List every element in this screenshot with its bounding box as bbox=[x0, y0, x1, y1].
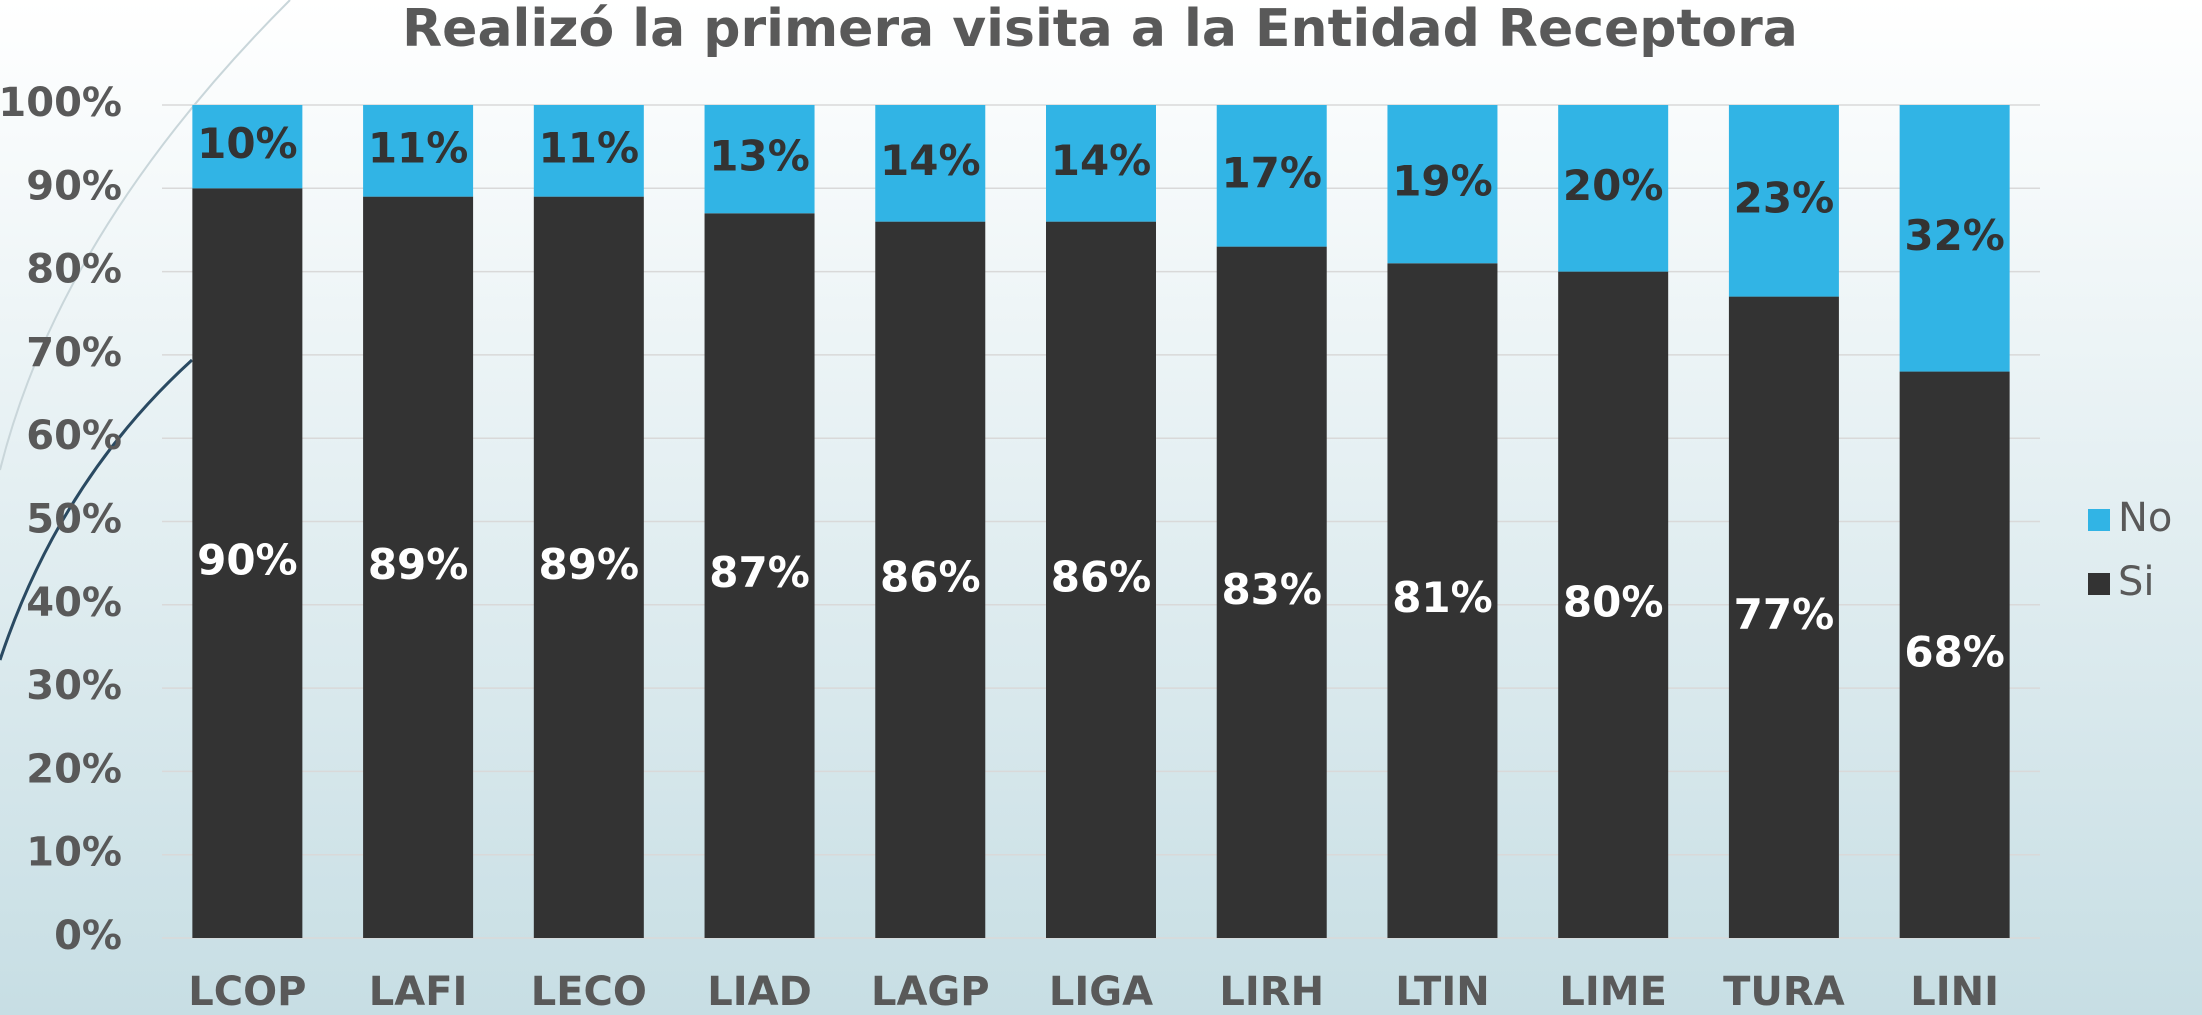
chart-title: Realizó la primera visita a la Entidad R… bbox=[402, 0, 1798, 59]
legend-swatch bbox=[2088, 573, 2110, 595]
bar-segment bbox=[1216, 105, 1327, 247]
decor-curve bbox=[0, 358, 194, 661]
bar-segment bbox=[1046, 105, 1156, 222]
x-tick-label: LIGA bbox=[1049, 969, 1153, 1015]
data-label: 23% bbox=[1734, 173, 1835, 222]
data-label: 11% bbox=[539, 123, 640, 172]
data-label: 86% bbox=[880, 552, 981, 601]
bar-segment bbox=[704, 213, 815, 939]
data-label: 90% bbox=[197, 536, 298, 585]
bar-segment bbox=[1728, 105, 1839, 297]
y-tick-label: 20% bbox=[26, 746, 122, 792]
data-label: 68% bbox=[1904, 627, 2005, 676]
data-label: 14% bbox=[1051, 136, 1152, 185]
y-tick-label: 10% bbox=[26, 830, 122, 876]
bar-segment bbox=[1558, 271, 1669, 939]
x-tick-label: LIAD bbox=[707, 969, 812, 1015]
bar-segment bbox=[1728, 296, 1839, 939]
data-label: 86% bbox=[1051, 552, 1152, 601]
bar-segment bbox=[533, 105, 644, 197]
data-label: 87% bbox=[709, 548, 810, 597]
y-tick-label: 90% bbox=[26, 163, 122, 209]
bar-segment bbox=[1216, 246, 1327, 939]
y-tick-label: 80% bbox=[26, 247, 122, 293]
bar-segment bbox=[704, 105, 815, 214]
data-label: 81% bbox=[1392, 573, 1493, 622]
data-label: 17% bbox=[1221, 148, 1322, 197]
y-tick-label: 70% bbox=[26, 330, 122, 376]
y-tick-label: 30% bbox=[26, 663, 122, 709]
bar-segment bbox=[1899, 105, 2010, 372]
x-tick-label: LCOP bbox=[188, 969, 306, 1015]
x-tick-label: LINI bbox=[1910, 969, 1999, 1015]
x-tick-label: LAFI bbox=[369, 969, 468, 1015]
bar-segment bbox=[1899, 371, 2010, 938]
x-tick-label: TURA bbox=[1723, 969, 1845, 1015]
x-tick-label: LECO bbox=[531, 969, 647, 1015]
legend-label: No bbox=[2118, 495, 2172, 541]
legend-swatch bbox=[2088, 509, 2110, 531]
y-tick-label: 60% bbox=[26, 413, 122, 459]
data-label: 14% bbox=[880, 136, 981, 185]
bar-segment bbox=[1046, 221, 1156, 938]
decor-curve bbox=[0, 0, 291, 471]
data-label: 32% bbox=[1904, 211, 2005, 260]
bar-segment bbox=[1387, 105, 1498, 264]
x-tick-label: LAGP bbox=[871, 969, 990, 1015]
bar-segment bbox=[875, 105, 986, 222]
data-label: 13% bbox=[709, 132, 810, 181]
data-label: 77% bbox=[1734, 590, 1835, 639]
bar-segment bbox=[1558, 105, 1669, 272]
data-label: 83% bbox=[1221, 565, 1322, 614]
y-tick-label: 50% bbox=[26, 497, 122, 543]
data-label: 10% bbox=[197, 119, 298, 168]
bar-segment bbox=[192, 105, 303, 189]
bar-segment bbox=[192, 188, 303, 939]
data-label: 19% bbox=[1392, 157, 1493, 206]
bar-segment bbox=[875, 221, 986, 938]
legend-label: Si bbox=[2118, 559, 2155, 605]
bar-segment bbox=[363, 196, 474, 938]
bar-segment bbox=[533, 196, 644, 938]
data-label: 80% bbox=[1563, 577, 1664, 626]
data-label: 89% bbox=[539, 540, 640, 589]
x-tick-label: LIME bbox=[1559, 969, 1667, 1015]
x-tick-label: LTIN bbox=[1395, 969, 1490, 1015]
x-tick-label: LIRH bbox=[1219, 969, 1324, 1015]
y-tick-label: 0% bbox=[54, 913, 122, 959]
y-tick-label: 40% bbox=[26, 580, 122, 626]
bar-segment bbox=[363, 105, 474, 197]
data-label: 89% bbox=[368, 540, 469, 589]
data-label: 20% bbox=[1563, 161, 1664, 210]
bar-segment bbox=[1387, 263, 1498, 938]
y-tick-label: 100% bbox=[0, 80, 122, 126]
data-label: 11% bbox=[368, 123, 469, 172]
